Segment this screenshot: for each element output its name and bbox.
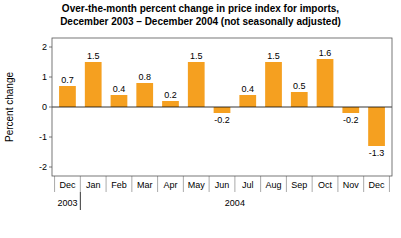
x-tick-label: May — [188, 180, 206, 190]
subtitle: December 2003 – December 2004 (not seaso… — [60, 16, 341, 27]
bar — [291, 92, 308, 107]
data-label: 1.5 — [190, 51, 203, 61]
x-tick-label: Aug — [266, 180, 282, 190]
y-tick-label: 1 — [42, 72, 47, 82]
x-tick — [260, 176, 261, 192]
x-tick — [80, 176, 81, 192]
data-label: 0.7 — [61, 75, 74, 85]
x-tick-label: Feb — [111, 180, 127, 190]
x-tick-label: Nov — [343, 180, 360, 190]
data-label: 1.6 — [319, 48, 332, 58]
y-tick — [49, 47, 52, 48]
data-label: 0.5 — [293, 81, 306, 91]
x-tick — [209, 176, 210, 192]
x-tick-label: Oct — [318, 180, 333, 190]
bar — [239, 95, 256, 107]
bar — [188, 62, 205, 107]
data-label: 0.4 — [241, 84, 254, 94]
data-label: 0.2 — [164, 90, 177, 100]
bar — [214, 107, 231, 113]
bar — [111, 95, 128, 107]
y-tick — [49, 167, 52, 168]
x-tick-label: Jan — [86, 180, 101, 190]
year-label: 2004 — [225, 198, 245, 208]
data-label: -0.2 — [343, 115, 359, 125]
x-tick-label: Dec — [59, 180, 76, 190]
x-tick — [337, 176, 338, 192]
y-tick-label: 0 — [42, 102, 47, 112]
x-tick — [234, 176, 235, 192]
x-tick — [157, 176, 158, 192]
y-tick — [49, 107, 52, 108]
y-tick-label: -2 — [39, 162, 47, 172]
plot-frame — [52, 38, 392, 176]
y-tick-label: -1 — [39, 132, 47, 142]
year-separator — [80, 192, 81, 210]
x-tick-label: Sep — [291, 180, 307, 190]
bar — [59, 86, 76, 107]
x-tick-label: Jul — [242, 180, 254, 190]
data-label: -1.3 — [369, 148, 385, 158]
year-label: 2003 — [57, 198, 77, 208]
data-label: 0.4 — [113, 84, 126, 94]
y-tick — [49, 137, 52, 138]
bar — [136, 83, 153, 107]
bar — [265, 62, 282, 107]
x-tick-label: Jun — [215, 180, 230, 190]
bar — [317, 59, 334, 107]
bar — [342, 107, 359, 113]
y-tick-label: 2 — [42, 42, 47, 52]
data-label: 0.8 — [138, 72, 151, 82]
x-tick — [131, 176, 132, 192]
x-tick — [106, 176, 107, 192]
x-tick-label: Apr — [163, 180, 177, 190]
x-tick-label: Mar — [137, 180, 153, 190]
bar — [85, 62, 102, 107]
x-tick-end — [389, 176, 390, 192]
bar — [162, 101, 179, 107]
y-tick — [49, 77, 52, 78]
x-tick — [363, 176, 364, 192]
x-tick — [286, 176, 287, 192]
x-tick — [312, 176, 313, 192]
x-tick — [183, 176, 184, 192]
x-tick-label: Dec — [369, 180, 386, 190]
zero-line — [52, 107, 392, 108]
bars — [59, 59, 385, 146]
data-label: 1.5 — [267, 51, 280, 61]
bar — [368, 107, 385, 146]
title: Over-the-month percent change in price i… — [62, 3, 339, 14]
y-axis-label: Percent change — [4, 72, 15, 142]
chart: Over-the-month percent change in price i… — [0, 0, 401, 238]
data-label: 1.5 — [87, 51, 100, 61]
data-label: -0.2 — [214, 115, 230, 125]
x-tick — [54, 176, 55, 192]
